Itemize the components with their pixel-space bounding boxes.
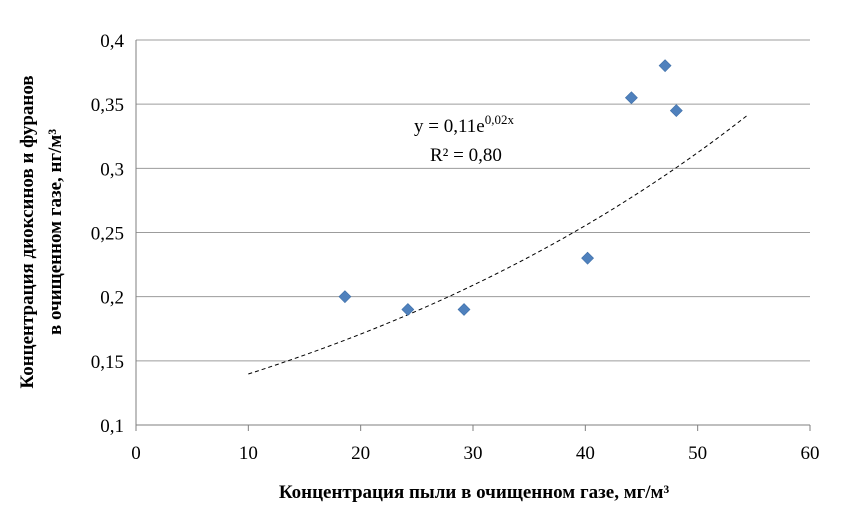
x-tick-label: 40 <box>576 443 595 464</box>
y-tick-label: 0,2 <box>100 288 124 309</box>
trendline <box>248 115 748 375</box>
y-tick-label: 0,4 <box>100 31 124 52</box>
x-tick-label: 20 <box>351 443 370 464</box>
data-point <box>658 59 672 73</box>
trendline-r2: R² = 0,80 <box>430 145 502 166</box>
y-tick-label: 0,15 <box>91 352 124 373</box>
trendline-curve <box>248 115 748 375</box>
data-point <box>338 290 352 304</box>
x-tick-label: 10 <box>239 443 258 464</box>
y-tick-label: 0,3 <box>100 159 124 180</box>
y-axis-title-line2: в очищенном газе, нг/м³ <box>45 129 66 335</box>
axes: 0,1 0,15 0,2 0,25 0,3 0,35 0,4 0 10 20 30 40 50 60 <box>91 31 820 464</box>
trendline-equation: y = 0,11e0,02x <box>414 112 514 137</box>
grid <box>136 39 810 362</box>
x-tick-label: 30 <box>464 443 483 464</box>
data-point <box>457 303 471 316</box>
x-axis-title: Концентрация пыли в очищенном газе, мг/м… <box>279 482 670 503</box>
data-point <box>581 251 595 265</box>
x-tick-label: 50 <box>688 443 707 464</box>
y-tick-label: 0,1 <box>100 416 124 437</box>
y-tick-label: 0,35 <box>91 95 124 116</box>
x-tick-label: 60 <box>801 443 820 464</box>
y-axis-title-line1: Концентрация диоксинов и фуранов <box>17 75 38 388</box>
data-points <box>338 59 683 316</box>
x-tick-label: 0 <box>131 443 141 464</box>
data-point <box>669 104 683 118</box>
data-point <box>401 303 415 316</box>
data-point <box>624 91 638 105</box>
y-tick-label: 0,25 <box>91 224 124 245</box>
